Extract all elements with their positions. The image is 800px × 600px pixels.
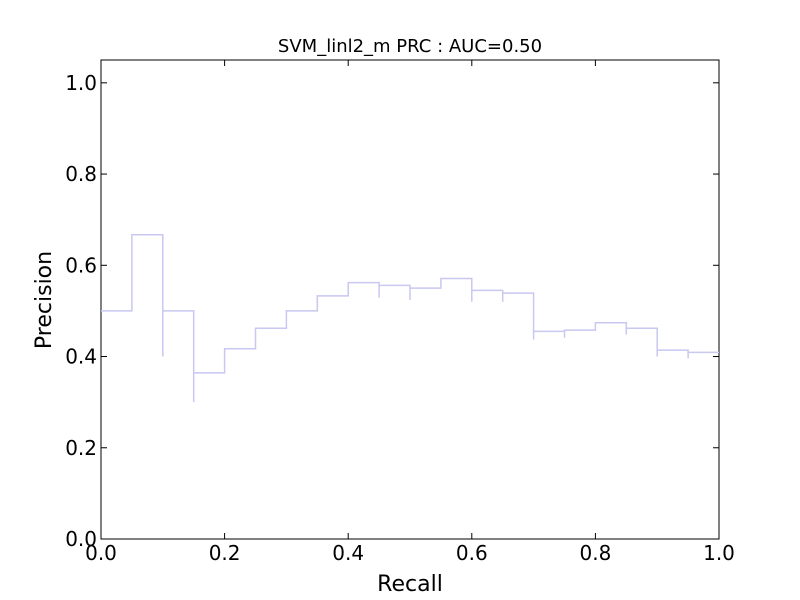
chart-title: SVM_linl2_m PRC : AUC=0.50	[278, 36, 542, 57]
y-tick-label: 0.2	[65, 436, 97, 460]
series-layer	[101, 233, 719, 403]
plot-frame	[100, 59, 720, 540]
y-tick-label: 1.0	[65, 71, 97, 95]
y-axis-label: Precision	[32, 251, 57, 349]
x-tick-label: 0.8	[579, 541, 611, 565]
x-tick-label: 0.0	[85, 541, 117, 565]
y-tick-label: 0.6	[65, 253, 97, 277]
y-tick-label: 0.0	[65, 527, 97, 551]
x-tick-label: 0.6	[456, 541, 488, 565]
x-tick-label: 0.2	[209, 541, 241, 565]
precision-recall-curve	[101, 233, 719, 374]
y-tick-label: 0.4	[65, 345, 97, 369]
x-tick-label: 0.4	[332, 541, 364, 565]
x-axis-label: Recall	[377, 572, 443, 597]
x-tick-label: 1.0	[703, 541, 735, 565]
y-tick-label: 0.8	[65, 162, 97, 186]
tick-layer: 0.0 0.2 0.4 0.6 0.8 1.0 0.0 0.2 0.4 0.6 0.8 1.0	[65, 60, 735, 565]
